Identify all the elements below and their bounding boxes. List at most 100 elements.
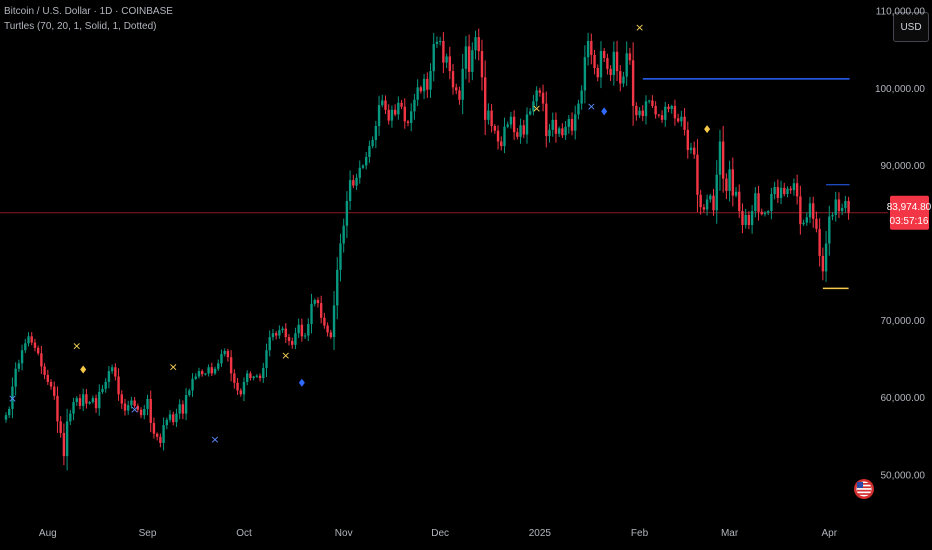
exit-x-mark: × — [72, 340, 81, 353]
candle-body — [75, 398, 78, 403]
candle-body — [107, 371, 111, 382]
candle-body — [818, 228, 821, 256]
candle-body — [14, 368, 17, 387]
candle-body — [371, 139, 374, 147]
exit-diamond — [80, 365, 87, 374]
candle-body — [233, 373, 236, 383]
candle-body — [329, 332, 333, 338]
candle-body — [297, 324, 300, 334]
candle-body — [464, 46, 468, 69]
candle-body — [191, 378, 194, 391]
candle-body — [699, 194, 702, 208]
candle-body — [149, 398, 152, 423]
candle-body — [718, 141, 722, 175]
candle-body — [194, 376, 197, 379]
candle-body — [332, 305, 336, 338]
candle-body — [696, 154, 699, 195]
candle-body — [53, 386, 56, 396]
candle-body — [326, 325, 329, 333]
symbol-title[interactable]: Bitcoin / U.S. Dollar · 1D · COINBASE — [4, 6, 173, 17]
candle-body — [789, 188, 792, 191]
candle-body — [792, 183, 796, 191]
candle-body — [541, 92, 545, 104]
candle-body — [133, 400, 136, 406]
candle-body — [557, 128, 561, 134]
flag-stripe — [857, 483, 871, 485]
candle-body — [680, 116, 683, 122]
candle-body — [284, 328, 287, 338]
candle-body — [734, 191, 738, 196]
indicator-legend[interactable]: Turtles (70, 20, 1, Solid, 1, Dotted) — [4, 21, 157, 32]
candle-body — [808, 203, 812, 218]
price-tag-countdown: 03:57:16 — [890, 216, 929, 227]
candle-body — [368, 146, 371, 157]
candle-body — [127, 405, 130, 411]
price-tag-background — [890, 195, 929, 230]
exit-x-mark: × — [169, 360, 178, 373]
candle-body — [596, 68, 599, 78]
candle-body — [686, 129, 689, 150]
candle-body — [258, 375, 262, 379]
candle-body — [339, 243, 342, 270]
y-tick-label: 50,000.00 — [881, 470, 926, 481]
candle-body — [110, 367, 114, 372]
candle-body — [88, 402, 91, 404]
candle-body — [535, 90, 538, 102]
candle-body — [24, 343, 27, 351]
candle-body — [590, 40, 593, 55]
candle-body — [291, 340, 294, 345]
candle-body — [487, 110, 490, 120]
signal-markers: × × × × × × × × × — [8, 21, 711, 446]
candle-body — [239, 390, 242, 395]
candle-body — [496, 130, 500, 142]
candle-body — [840, 207, 844, 212]
candle-body — [310, 303, 313, 324]
candle-body — [766, 211, 770, 213]
candle-body — [303, 335, 307, 337]
us-flag-icon[interactable] — [854, 479, 874, 499]
candle-body — [506, 124, 509, 127]
candle-body — [705, 199, 709, 210]
candle-body — [586, 40, 590, 58]
candle-body — [165, 419, 168, 426]
candle-body — [403, 106, 406, 122]
candle-body — [20, 350, 24, 364]
candle-body — [429, 71, 432, 90]
candle-body — [795, 183, 799, 197]
candle-body — [255, 375, 259, 377]
candle-body — [667, 106, 670, 110]
candle-body — [483, 77, 487, 120]
candle-body — [561, 128, 564, 136]
candle-body — [693, 147, 696, 155]
price-axis[interactable]: 110,000.00 100,000.00 90,000.00 70,000.00 60… — [875, 7, 925, 482]
candle-body — [265, 350, 268, 369]
candle-body — [828, 216, 831, 244]
candle-body — [532, 101, 535, 112]
candle-body — [606, 57, 609, 69]
candle-body — [773, 187, 776, 195]
candle-body — [641, 110, 644, 116]
currency-button[interactable]: USD — [893, 12, 929, 42]
candle-body — [11, 386, 14, 409]
candle-body — [262, 368, 265, 379]
candle-body — [27, 336, 30, 344]
candle-body — [622, 76, 625, 84]
chart-header: Bitcoin / U.S. Dollar · 1D · COINBASE Tu… — [4, 4, 173, 34]
candle-body — [844, 201, 847, 208]
candle-body — [101, 388, 104, 392]
candle-body — [294, 333, 297, 345]
candle-body — [56, 395, 59, 422]
candle-body — [670, 105, 673, 110]
candle-body — [139, 409, 143, 416]
candle-body — [136, 405, 140, 410]
candle-body — [461, 68, 464, 100]
candle-body — [689, 147, 693, 150]
candle-body — [631, 60, 635, 106]
candle-body — [760, 211, 763, 215]
candle-body — [638, 110, 641, 116]
candle-body — [377, 105, 381, 127]
time-axis[interactable]: Aug Sep Oct Nov Dec 2025 Feb Mar Apr — [39, 528, 838, 539]
candle-body — [400, 102, 403, 107]
candle-body — [612, 51, 616, 75]
